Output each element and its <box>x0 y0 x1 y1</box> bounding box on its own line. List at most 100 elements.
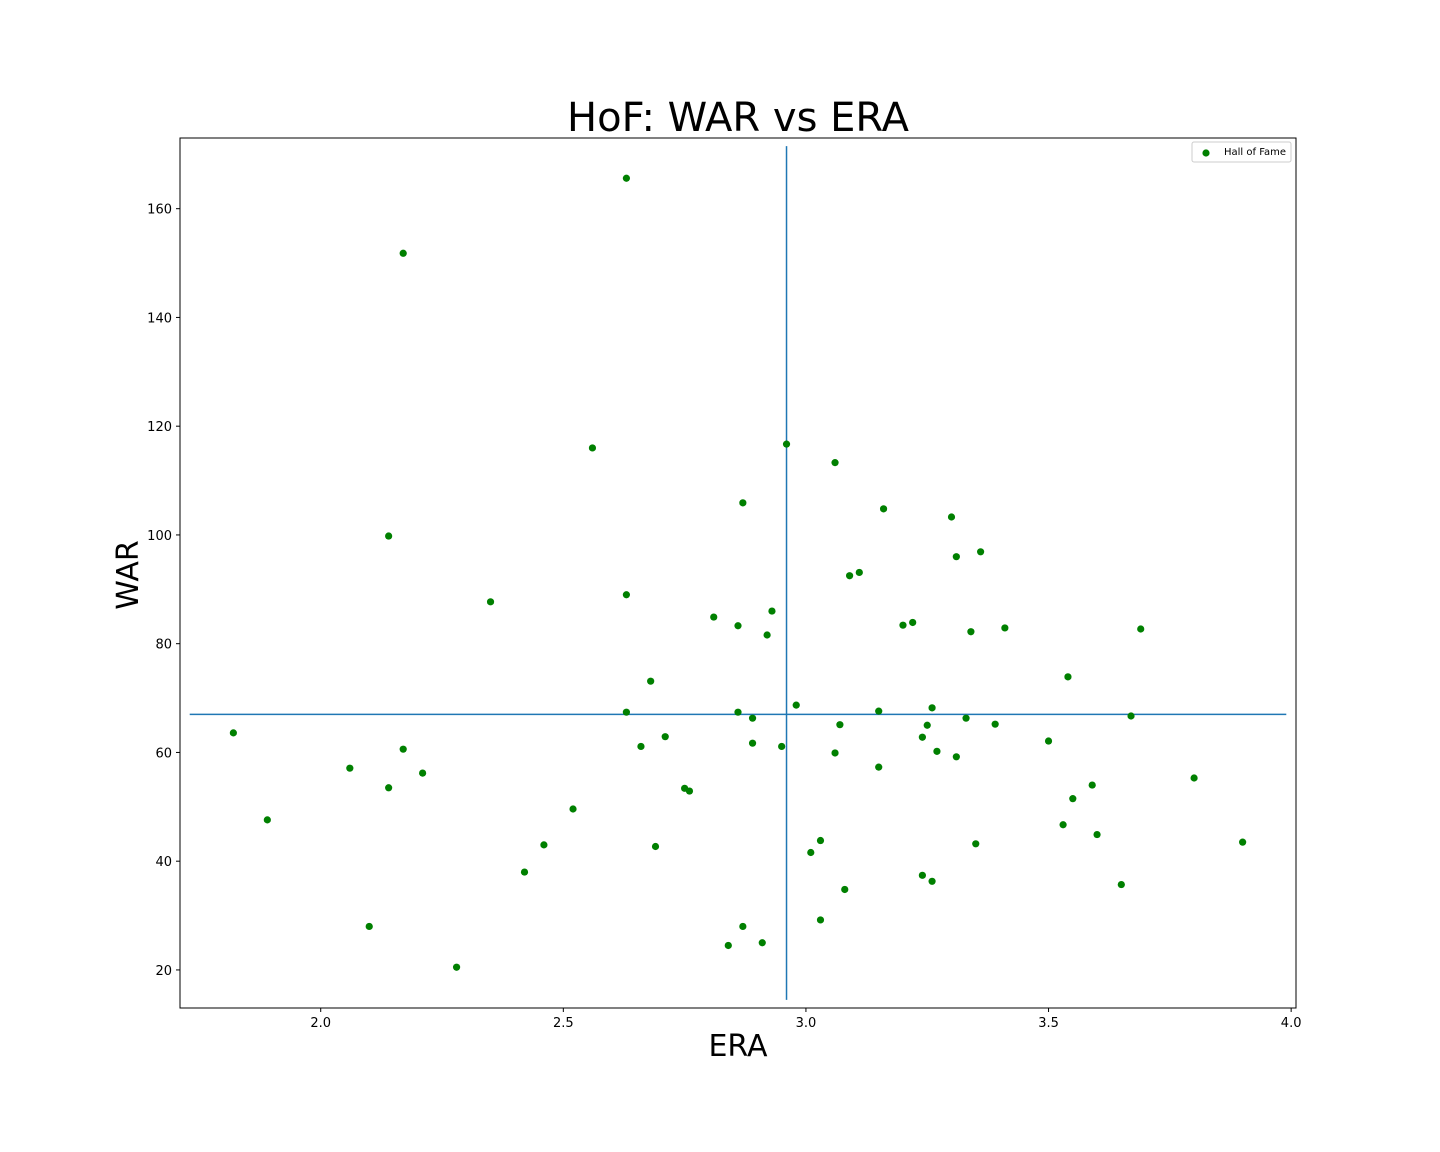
scatter-point <box>933 747 941 755</box>
scatter-point <box>588 444 597 452</box>
x-tick-label: 4.0 <box>1281 1016 1302 1031</box>
scatter-point <box>1137 625 1145 633</box>
scatter-point <box>569 805 577 813</box>
scatter-point <box>816 836 825 845</box>
scatter-point <box>846 572 854 580</box>
scatter-point <box>841 885 849 894</box>
scatter-point <box>831 749 839 757</box>
scatter-point <box>909 618 917 627</box>
scatter-point <box>763 631 771 639</box>
scatter-point <box>1190 774 1198 782</box>
scatter-point <box>399 745 407 753</box>
scatter-point <box>952 753 960 761</box>
scatter-point <box>778 742 786 751</box>
scatter-point <box>637 742 645 751</box>
x-axis-label: ERA <box>708 1029 768 1064</box>
y-tick-label: 40 <box>155 855 172 870</box>
scatter-point <box>972 840 980 848</box>
y-tick-label: 140 <box>147 311 172 326</box>
scatter-point <box>1069 795 1077 803</box>
scatter-point <box>724 941 732 950</box>
x-tick-label: 3.5 <box>1038 1016 1059 1031</box>
y-tick-label: 100 <box>147 529 172 544</box>
x-tick-label: 2.5 <box>553 1016 574 1031</box>
y-tick-label: 80 <box>155 638 172 653</box>
scatter-point <box>758 939 766 947</box>
scatter-point <box>748 739 757 747</box>
scatter-point <box>346 764 354 772</box>
y-tick-label: 160 <box>147 203 172 218</box>
scatter-point <box>365 922 373 931</box>
x-axis: 2.0 2.5 3.0 3.5 4.0 <box>310 1008 1301 1031</box>
scatter-point <box>661 733 669 741</box>
scatter-point <box>875 763 883 771</box>
scatter-point <box>748 714 757 722</box>
scatter-point <box>768 607 776 615</box>
scatter-point <box>651 842 660 851</box>
scatter-point <box>1127 712 1135 720</box>
scatter-point <box>622 174 631 182</box>
legend-box <box>1191 141 1292 163</box>
scatter-point <box>739 499 747 507</box>
x-tick-label: 2.0 <box>310 1016 331 1031</box>
scatter-point <box>918 733 926 741</box>
scatter-point <box>520 868 529 876</box>
scatter-point <box>967 628 975 636</box>
scatter-point <box>918 871 926 879</box>
scatter-point <box>540 841 548 849</box>
scatter-point <box>977 548 985 556</box>
legend-label: Hall of Fame <box>1224 147 1286 158</box>
legend-marker <box>1202 149 1210 157</box>
scatter-point <box>928 704 936 712</box>
scatter-point <box>899 621 907 629</box>
scatter-point <box>952 553 960 561</box>
scatter-point <box>1093 830 1101 839</box>
scatter-point <box>622 708 631 716</box>
scatter-point <box>1044 737 1053 745</box>
scatter-point <box>947 513 956 521</box>
y-tick-label: 20 <box>155 964 172 979</box>
scatter-point <box>807 848 815 857</box>
scatter-point <box>855 568 863 577</box>
scatter-point <box>685 787 694 795</box>
scatter-point <box>385 784 393 792</box>
plot-area <box>179 137 1297 1009</box>
scatter-point <box>792 701 800 709</box>
scatter-point <box>1088 781 1096 789</box>
y-axis-label: WAR <box>111 540 146 609</box>
y-tick-label: 60 <box>155 746 172 761</box>
x-tick-label: 3.0 <box>796 1016 817 1031</box>
scatter-point <box>1117 880 1125 889</box>
scatter-point <box>385 532 393 540</box>
scatter-point <box>734 622 742 630</box>
scatter-point <box>991 720 999 728</box>
scatter-point <box>1059 821 1067 829</box>
scatter-point <box>1064 673 1072 681</box>
scatter-point <box>647 677 655 685</box>
scatter-points <box>229 174 1247 971</box>
scatter-point <box>923 721 931 729</box>
scatter-point <box>816 916 825 924</box>
scatter-point <box>734 708 742 716</box>
scatter-point <box>836 721 844 729</box>
scatter-point <box>875 707 883 715</box>
scatter-point <box>928 877 936 885</box>
y-axis: 20 40 60 80 100 120 140 160 <box>147 203 180 979</box>
scatter-point <box>263 816 271 824</box>
scatter-point <box>879 505 888 513</box>
plot-frame <box>179 137 1297 1009</box>
scatter-point <box>399 249 407 257</box>
scatter-point <box>831 459 839 467</box>
scatter-point <box>710 613 718 621</box>
scatter-point <box>419 769 427 777</box>
chart-title: HoF: WAR vs ERA <box>567 95 910 141</box>
scatter-point <box>739 922 747 931</box>
scatter-point <box>1239 838 1247 846</box>
scatter-point <box>962 714 970 722</box>
scatter-point <box>782 440 791 448</box>
scatter-point <box>452 963 461 971</box>
scatter-point <box>486 598 495 606</box>
scatter-point <box>622 591 631 599</box>
